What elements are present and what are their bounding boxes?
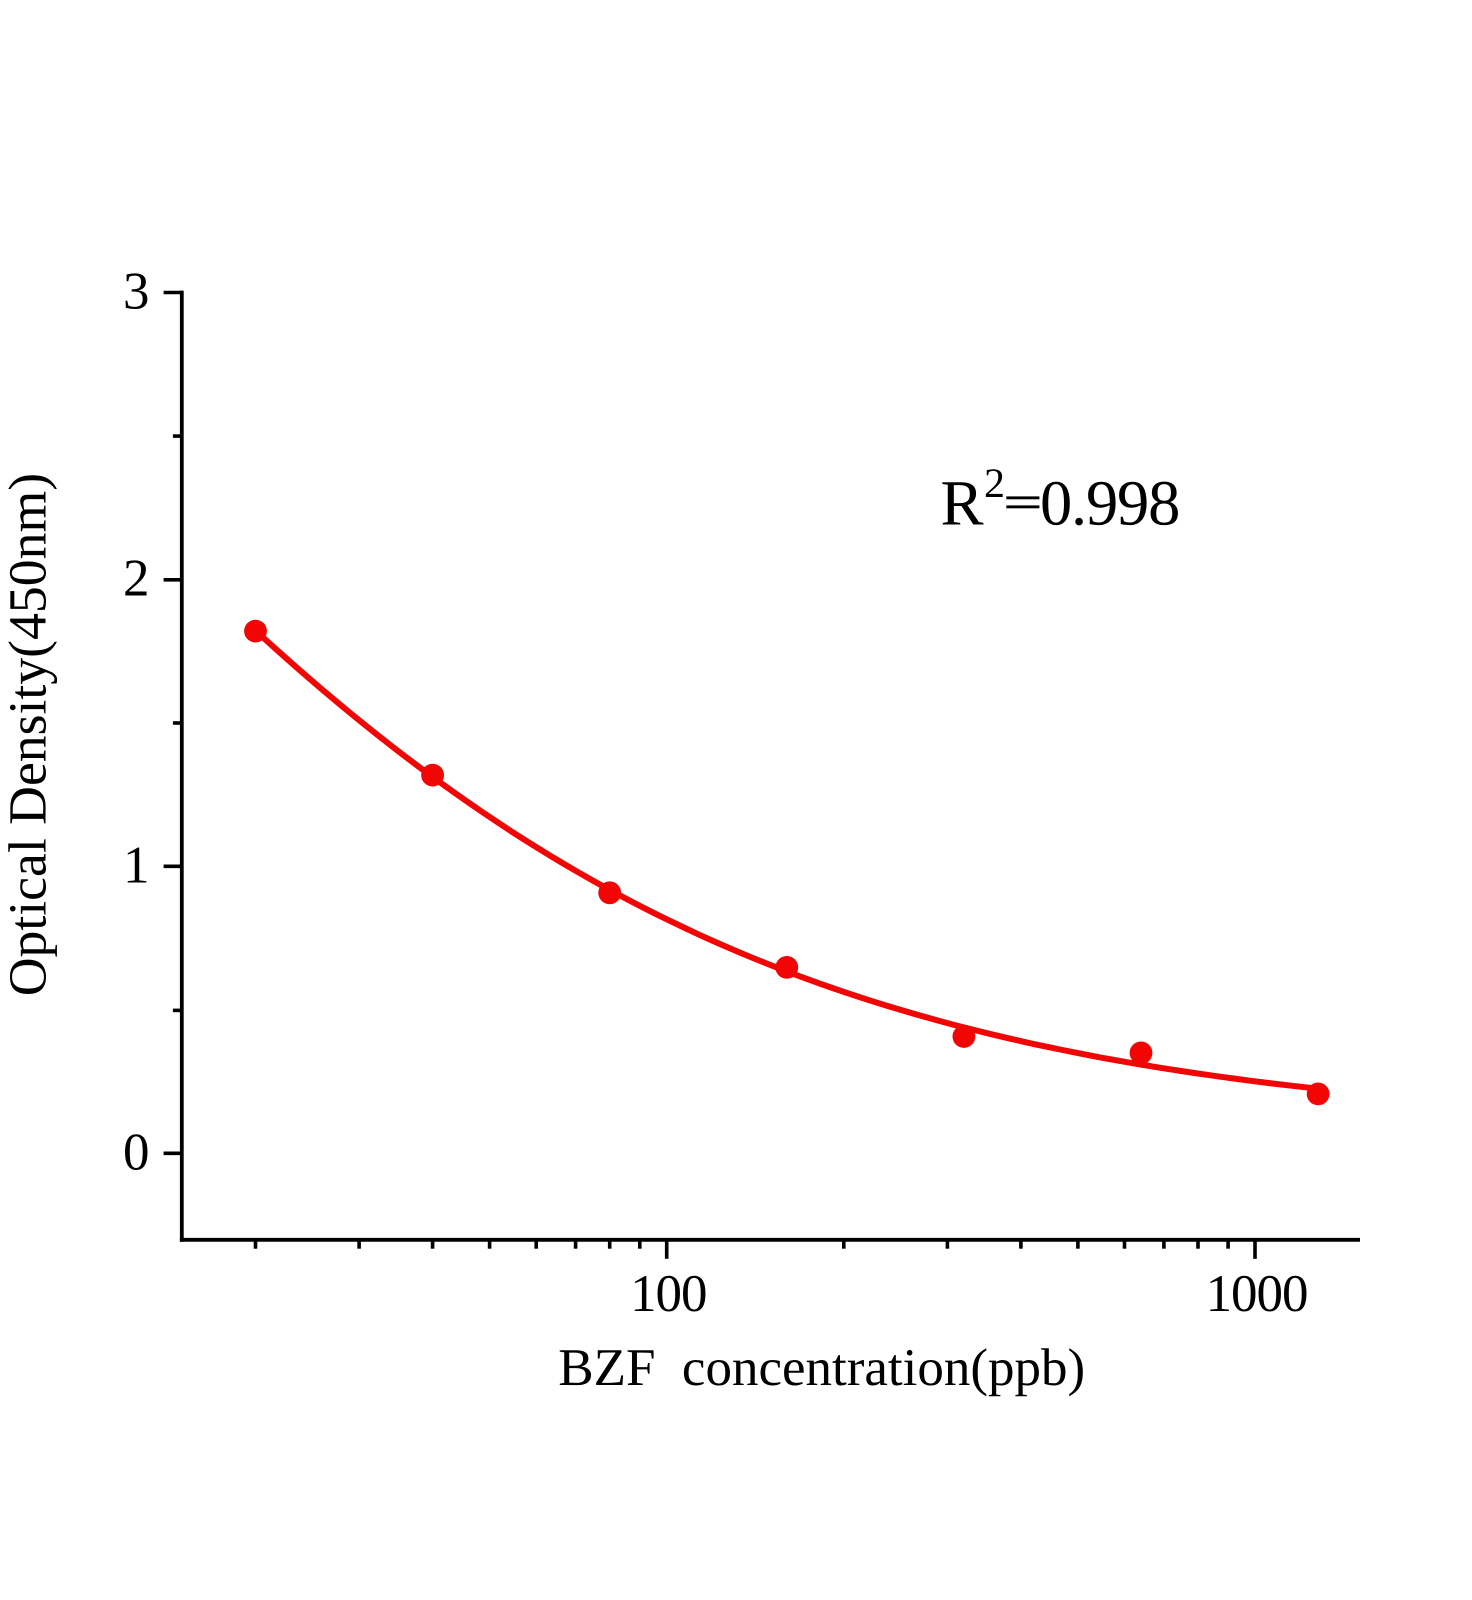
svg-text:R: R (941, 468, 984, 539)
svg-text:0: 0 (123, 1124, 150, 1182)
svg-text:Optical Density(450nm): Optical Density(450nm) (0, 473, 58, 996)
svg-text:0.998: 0.998 (1040, 468, 1179, 539)
svg-text:2: 2 (123, 550, 150, 608)
svg-text:3: 3 (123, 263, 150, 321)
svg-text:1000: 1000 (1206, 1265, 1308, 1323)
svg-text:100: 100 (630, 1265, 706, 1323)
svg-text:1: 1 (123, 837, 150, 895)
svg-text:BZF concentration(ppb): BZF concentration(ppb) (558, 1339, 1085, 1397)
